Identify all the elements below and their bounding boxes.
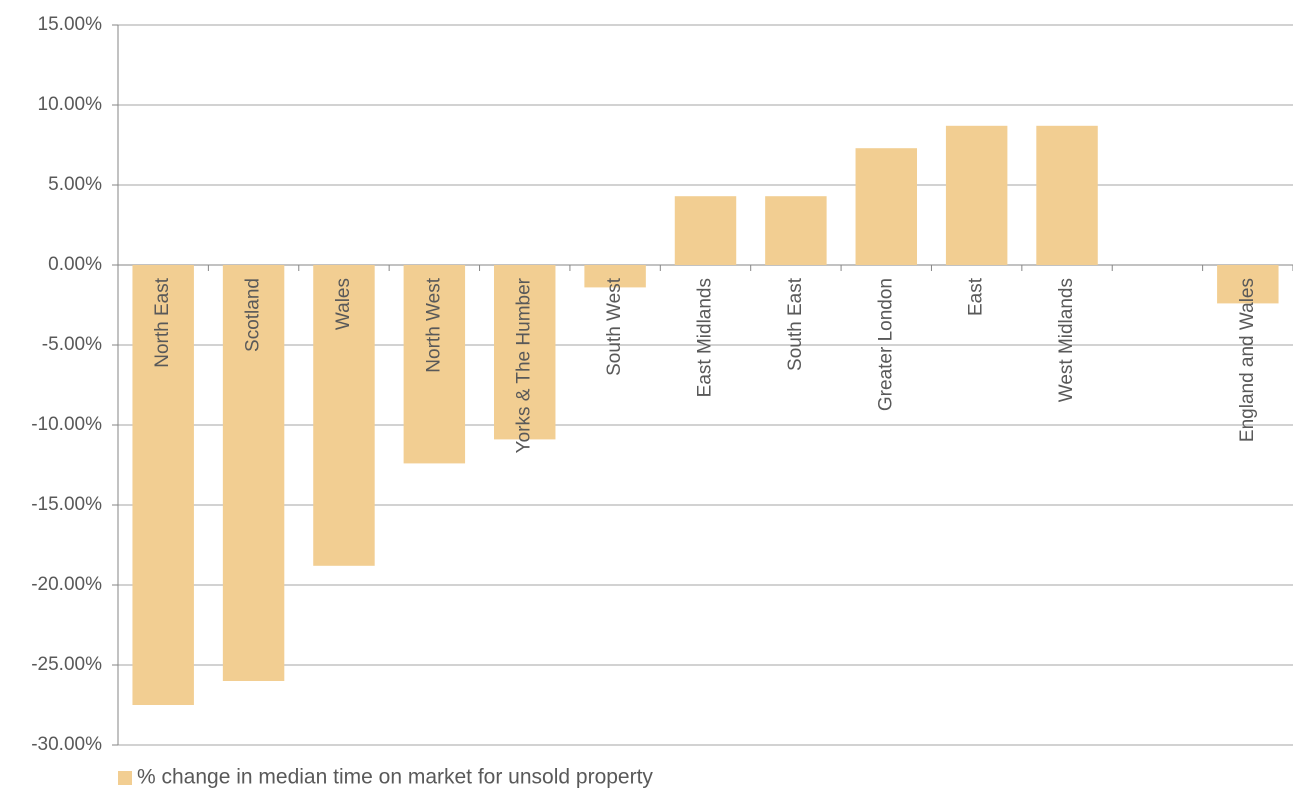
y-tick-label: -15.00% [31,494,102,515]
x-tick-label: England and Wales [1237,278,1258,442]
x-tick-label: North East [152,277,173,367]
y-tick-label: 0.00% [48,254,102,275]
bar [674,196,737,265]
bar [945,125,1008,265]
x-tick-label: Scotland [243,278,264,352]
y-tick-label: 5.00% [48,174,102,195]
bar [132,265,194,705]
x-tick-label: North West [423,277,444,372]
bar [1217,265,1279,304]
bar [494,265,556,440]
x-tick-label: Yorks & The Humber [514,277,535,453]
x-tick-label: West Midlands [1056,278,1077,402]
bar [222,265,285,681]
y-tick-label: -5.00% [42,334,102,355]
bar [403,265,466,464]
x-tick-label: East [966,277,987,316]
bar [584,265,646,288]
bar [1036,125,1098,265]
y-tick-label: -10.00% [31,414,102,435]
bar [765,196,827,265]
bar [313,265,375,566]
legend-label: % change in median time on market for un… [137,766,653,789]
x-tick-label: South West [604,277,625,376]
x-tick-label: Wales [333,278,354,330]
y-tick-label: -30.00% [31,734,102,755]
y-tick-label: 10.00% [38,94,103,115]
y-tick-label: -25.00% [31,654,102,675]
x-tick-label: Greater London [875,278,896,411]
y-tick-label: 15.00% [38,14,103,35]
bar [855,148,917,265]
legend-swatch [118,771,132,785]
y-tick-label: -20.00% [31,574,102,595]
x-tick-label: South East [785,277,806,371]
x-tick-label: East Midlands [695,278,716,397]
